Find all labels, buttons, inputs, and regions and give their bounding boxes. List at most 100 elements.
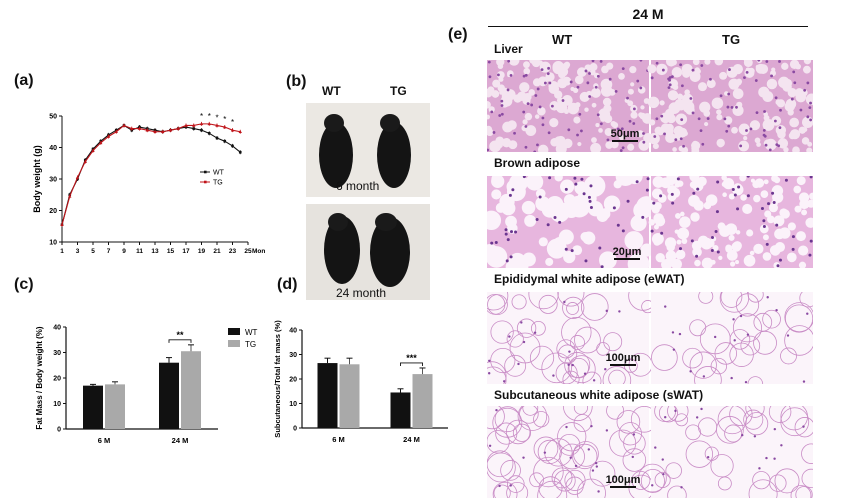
a-x-tick-label: 13 [151,248,159,255]
d-category-label: 24 M [403,435,420,444]
histology-row-label-brown: Brown adipose [494,156,581,170]
panel-label-a: (a) [14,72,34,89]
ewat-tg-panel [651,292,813,384]
scalebar-ewat-label: 100μm [605,352,641,364]
a-x-tick-label: 7 [107,248,111,255]
panel-label-b: (b) [286,73,307,90]
a-x-tick-label: 15 [167,248,175,255]
scalebar-liver: 50μm [604,128,646,142]
a-point-tg [114,129,118,134]
a-x-tick-label: 9 [122,248,126,255]
scalebar-brown: 20μm [606,246,648,260]
a-point-tg [91,148,95,152]
a-point-tg [230,128,235,132]
a-significance-star: * [223,115,226,124]
a-point-tg [137,126,142,130]
c-legend-label-tg: TG [245,340,256,349]
mouse-silhouettes-24-month [306,204,430,300]
scalebar-swat-label: 100μm [605,474,641,486]
d-y-tick-label: 20 [289,377,297,384]
scalebar-swat: 100μm [600,474,646,488]
a-legend-marker-wt [204,170,207,174]
a-significance-star: * [215,113,218,122]
liver-histology-image [487,60,813,152]
c-significance-label: ** [176,330,184,340]
ewat-histology-image [487,292,813,384]
fat-mass-bar-chart: 0 10 20 30 40 Fat Mass / Body weight (%) 6 M 24… [35,325,258,446]
a-point-tg [199,122,204,126]
brown-wt-panel [487,176,658,268]
brown-tg-panel [646,176,813,268]
a-series-line-tg [61,123,241,225]
a-significance-star: * [200,112,203,121]
a-legend-label-wt: WT [213,170,225,177]
d-category-label: 6 M [332,435,345,444]
histology-col-tg: TG [722,32,741,47]
a-y-tick-label: 30 [49,177,57,184]
mouse-silhouettes-6-month [306,103,430,197]
panel-label-c: (c) [14,276,34,293]
c-significance-bracket [168,339,192,343]
a-x-tick-label: 23 [229,248,237,255]
c-y-axis-title: Fat Mass / Body weight (%) [35,326,44,429]
d-significance-bracket [400,362,423,366]
d-bar-wt [317,363,338,428]
a-point-tg [130,126,134,130]
liver-tg-panel [647,60,813,152]
swat-tg-panel [638,406,813,498]
a-y-axis-title: Body weight (g) [32,145,42,213]
histology-row-label-swat: Subcutaneous white adipose (sWAT) [494,388,704,402]
a-point-tg [75,175,80,179]
c-legend-label-wt: WT [245,328,258,337]
d-y-tick-label: 0 [293,426,297,433]
photo-caption-6-month: 6 month [336,179,380,193]
liver-wt-panel [487,60,654,152]
a-point-wt [192,127,196,130]
a-point-tg [168,128,173,132]
d-y-tick-label: 40 [289,328,297,335]
c-y-tick-label: 0 [57,427,61,434]
a-point-tg [161,129,165,134]
a-y-tick-label: 40 [49,145,57,152]
c-category-label: 24 M [172,436,189,445]
scalebar-liver-label: 50μm [610,128,640,140]
scalebar-ewat: 100μm [600,352,646,366]
a-significance-star: * [208,112,211,121]
photo-wt-label: WT [322,84,341,98]
a-y-tick-label: 50 [49,114,57,121]
a-point-tg [176,126,180,130]
a-x-tick-label: 17 [182,248,190,255]
c-bar-tg [105,384,125,429]
panel-label-d: (d) [277,276,298,293]
histology-header-rule [488,26,808,27]
scalebar-ewat-bar [610,364,636,366]
a-point-tg [68,194,72,198]
a-point-tg [145,128,149,132]
d-y-tick-label: 30 [289,352,297,359]
swat-wt-panel [487,406,658,498]
a-x-tick-label: 5 [91,248,95,255]
a-x-unit: Mon [252,248,265,255]
photo-caption-24-month: 24 month [336,286,387,300]
c-y-tick-label: 20 [53,376,61,383]
mouse-photo-6-month: 6 month [306,103,430,197]
a-point-tg [83,159,87,163]
a-legend-label-tg: TG [213,180,223,187]
panel-label-e: (e) [448,26,468,43]
a-y-tick-label: 10 [49,240,57,247]
a-point-tg [223,125,227,129]
a-x-tick-label: 11 [136,248,143,255]
histology-row-label-liver: Liver [494,42,523,56]
a-point-tg [215,123,219,127]
d-bar-tg [339,364,360,428]
a-x-tick-label: 25 [244,248,252,255]
scalebar-liver-bar [612,140,638,142]
c-legend-swatch-wt [228,328,240,335]
c-category-label: 6 M [98,436,111,445]
c-y-tick-label: 30 [53,350,61,357]
a-point-wt [200,128,203,132]
swat-histology-image [487,406,813,498]
scalebar-swat-bar [610,486,636,488]
a-point-tg [192,123,196,127]
